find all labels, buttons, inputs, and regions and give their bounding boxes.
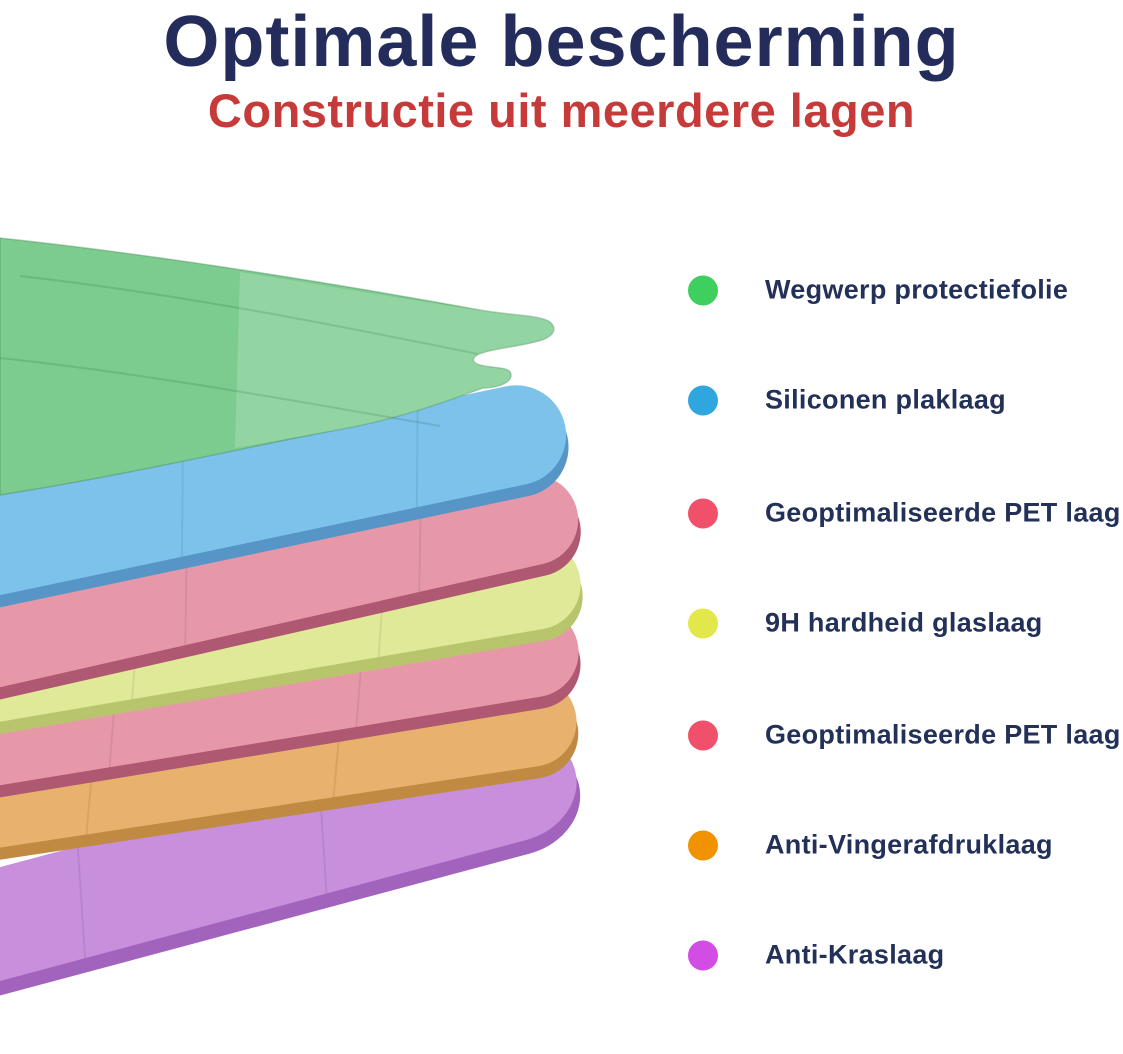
legend-item-9h-hardheid-glaslaag: 9H hardheid glaslaag [688, 608, 1043, 639]
legend-dot-magenta [688, 940, 718, 970]
legend-item-anti-vingerafdruklaag: Anti-Vingerafdruklaag [688, 830, 1053, 861]
page-subtitle: Constructie uit meerdere lagen [207, 84, 916, 138]
legend-item-wegwerp-protectiefolie: Wegwerp protectiefolie [688, 275, 1068, 306]
header: Optimale bescherming Constructie uit mee… [0, 0, 1123, 134]
layer-stack-illustration [0, 237, 583, 1004]
legend-label: Geoptimaliseerde PET laag [765, 497, 1121, 528]
page-title: Optimale bescherming [163, 2, 960, 82]
legend-dot-yellow [688, 608, 718, 638]
legend-label: Wegwerp protectiefolie [765, 274, 1069, 305]
legend-dot-green [688, 275, 718, 305]
legend-label: Geoptimaliseerde PET laag [765, 719, 1121, 750]
legend: Wegwerp protectiefolie Siliconen plaklaa… [688, 230, 1121, 1054]
layer-siliconen-plaklaag [0, 385, 569, 683]
legend-item-anti-kraslaag: Anti-Kraslaag [688, 940, 944, 971]
legend-dot-pink [688, 720, 718, 750]
legend-dot-orange [688, 830, 718, 860]
legend-label: Anti-Vingerafdruklaag [765, 829, 1053, 860]
legend-item-geoptimaliseerde-pet-laag-onder: Geoptimaliseerde PET laag [688, 720, 1121, 751]
layer-wegwerp-protectiefolie [0, 237, 555, 496]
legend-item-siliconen-plaklaag: Siliconen plaklaag [688, 385, 1006, 416]
legend-item-geoptimaliseerde-pet-laag-boven: Geoptimaliseerde PET laag [688, 498, 1121, 529]
legend-label: Anti-Kraslaag [765, 939, 945, 970]
legend-label: 9H hardheid glaslaag [765, 607, 1043, 638]
legend-label: Siliconen plaklaag [765, 384, 1006, 415]
legend-dot-blue [688, 385, 718, 415]
legend-dot-pink [688, 498, 718, 528]
